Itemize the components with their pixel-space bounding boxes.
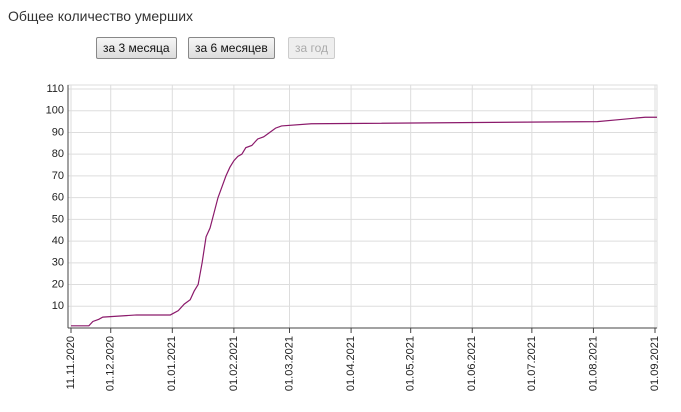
x-tick-label: 01.12.2020 xyxy=(105,336,117,391)
y-tick-label: 20 xyxy=(52,278,64,290)
y-tick-label: 90 xyxy=(52,126,64,138)
x-tick-label: 01.02.2021 xyxy=(228,336,240,391)
y-tick-label: 50 xyxy=(52,213,64,225)
range-button[interactable]: за 6 месяцев xyxy=(188,37,275,59)
x-tick-label: 11.11.2020 xyxy=(65,336,77,389)
x-tick-label: 01.01.2021 xyxy=(166,336,178,391)
y-tick-label: 100 xyxy=(46,105,64,117)
y-tick-label: 30 xyxy=(52,257,64,269)
x-tick-label: 01.08.2021 xyxy=(587,336,599,391)
y-tick-label: 80 xyxy=(52,148,64,160)
x-tick-label: 01.03.2021 xyxy=(283,336,295,391)
range-button: за год xyxy=(288,37,336,59)
y-tick-label: 60 xyxy=(52,192,64,204)
y-tick-label: 110 xyxy=(46,83,64,95)
x-tick-label: 01.07.2021 xyxy=(526,336,538,391)
line-series xyxy=(71,116,657,327)
y-tick-label: 70 xyxy=(52,170,64,182)
range-button[interactable]: за 3 месяца xyxy=(96,37,177,59)
y-tick-label: 10 xyxy=(52,300,64,312)
x-tick-label: 01.06.2021 xyxy=(466,336,478,391)
x-tick-label: 01.05.2021 xyxy=(405,336,417,391)
x-tick-label: 01.09.2021 xyxy=(649,336,661,391)
chart-title: Общее количество умерших xyxy=(8,8,194,24)
plot-area xyxy=(67,84,658,329)
x-tick-label: 01.04.2021 xyxy=(345,336,357,391)
y-tick-label: 40 xyxy=(52,235,64,247)
